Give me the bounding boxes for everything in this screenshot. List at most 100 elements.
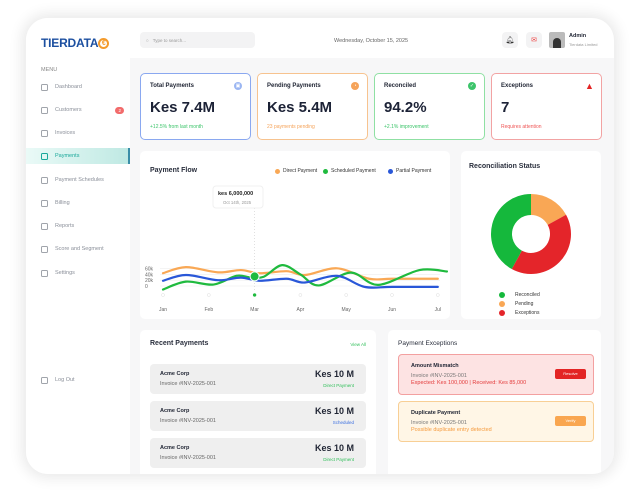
donut-slice-reconciled[interactable] — [491, 194, 531, 270]
sidebar-item-label: Score and Segment — [55, 246, 104, 252]
reports-icon — [41, 222, 48, 230]
sidebar-item-label: Invoices — [55, 130, 76, 136]
reconciliation-donut[interactable] — [461, 151, 601, 319]
messages-button[interactable]: ✉︎ — [526, 32, 542, 48]
logo[interactable]: TIERDATA € — [41, 36, 110, 50]
logout-icon — [41, 376, 48, 384]
exception-item: Amount Mismatch Invoice #INV-2025-001 Ex… — [398, 354, 594, 395]
clock-icon: ◔ — [351, 82, 359, 90]
payment-flow-card: Payment Flow Direct Payment Scheduled Pay… — [140, 151, 450, 319]
customers-badge: 2 — [115, 106, 124, 114]
legend-swatch — [275, 168, 280, 174]
payment-row[interactable]: Acme Corp Invoice #INV-2025-001 Kes 10 M… — [150, 401, 366, 431]
reconciliation-title: Reconciliation Status — [469, 163, 541, 170]
warning-icon: ▲ — [585, 81, 594, 91]
payment-amount: Kes 10 M — [314, 369, 354, 379]
sidebar-item-settings[interactable]: Settings — [26, 265, 130, 281]
sidebar-item-reports[interactable]: Reports — [26, 218, 130, 234]
donut-legend-item: Exceptions — [499, 310, 539, 316]
legend-label: Reconciled — [515, 292, 540, 298]
exception-title: Duplicate Payment — [411, 410, 461, 416]
company-name: Acme Corp — [160, 371, 190, 377]
user-name: Admin — [569, 33, 587, 39]
stat-card-total-payments[interactable]: Total Payments ▣ Kes 7.4M +12.5% from la… — [140, 73, 251, 140]
sidebar-item-dashboard[interactable]: Dashboard — [26, 79, 130, 95]
stat-card-reconciled[interactable]: Reconciled ✓ 94.2% +2.1% improvement — [374, 73, 485, 140]
invoice-number: Invoice #INV-2025-001 — [160, 455, 216, 461]
series-line-scheduled-payment — [161, 264, 449, 291]
payment-type: Scheduled — [332, 420, 354, 425]
recent-payments-title: Recent Payments — [150, 340, 209, 347]
x-tick-label: Apr — [297, 307, 305, 313]
avatar[interactable] — [549, 32, 565, 48]
exceptions-title: Payment Exceptions — [398, 340, 458, 347]
sidebar-item-invoices[interactable]: Invoices — [26, 125, 130, 141]
sidebar-item-label: Settings — [55, 270, 75, 276]
invoice-number: Invoice #INV-2025-001 — [160, 381, 216, 387]
donut-slice-exceptions[interactable] — [511, 214, 571, 274]
search-input[interactable]: ○ Type to search... — [140, 32, 255, 48]
donut-slice-pending[interactable] — [531, 194, 567, 225]
tooltip-date: Oct 14th, 2025 — [223, 200, 252, 205]
notification-button[interactable]: 🔔︎ — [502, 32, 518, 48]
payment-row[interactable]: Acme Corp Invoice #INV-2025-001 Kes 10 M… — [150, 364, 366, 394]
check-icon: ✓ — [468, 82, 476, 90]
logout-label: Log Out — [55, 377, 75, 383]
y-tick-label: 60k — [145, 267, 154, 273]
recent-payments-card: Recent Payments View All Acme Corp Invoi… — [140, 330, 376, 474]
tooltip — [212, 185, 264, 209]
x-point-marker — [252, 293, 257, 297]
invoices-icon — [41, 129, 48, 137]
stat-subtext: 23 payments pending — [267, 124, 315, 130]
exception-title: Amount Mismatch — [411, 363, 459, 369]
logout-button[interactable]: Log Out — [26, 372, 130, 388]
payment-amount: Kes 10 M — [314, 406, 354, 416]
sidebar-item-billing[interactable]: Billing — [26, 195, 130, 211]
sidebar-item-payments[interactable]: Payments — [26, 148, 130, 164]
payment-type: Direct Payment — [323, 457, 354, 462]
legend-label: Pending — [515, 301, 534, 307]
exception-invoice: Invoice #INV-2025-001 — [411, 420, 467, 426]
settings-icon — [41, 269, 48, 277]
stat-card-exceptions[interactable]: Exceptions ▲ 7 Requires attention — [491, 73, 602, 140]
sidebar-item-label: Customers — [55, 107, 82, 113]
verify-button[interactable]: Verify — [555, 416, 586, 426]
user-org: Tierdata Limited — [569, 42, 598, 47]
stat-card-pending-payments[interactable]: Pending Payments ◔ Kes 5.4M 23 payments … — [257, 73, 368, 140]
x-tick-label: Feb — [204, 307, 213, 313]
money-icon: ▣ — [234, 82, 242, 90]
x-point-marker — [161, 293, 165, 297]
legend-label: Scheduled Payment — [331, 168, 376, 174]
legend-swatch — [499, 301, 505, 307]
y-tick-label: 40k — [145, 272, 154, 278]
view-all-link[interactable]: View All — [350, 342, 366, 347]
x-point-marker — [207, 293, 211, 297]
bell-icon: 🔔︎ — [505, 37, 515, 44]
search-placeholder: Type to search... — [152, 37, 186, 43]
search-icon: ○ — [146, 37, 149, 43]
sidebar-item-label: Billing — [55, 200, 70, 206]
payment-row[interactable]: Acme Corp Invoice #INV-2025-001 Kes 10 M… — [150, 438, 366, 468]
legend-swatch — [499, 292, 505, 298]
resolve-button[interactable]: Resolve — [555, 369, 586, 379]
legend-item[interactable]: Direct Payment — [275, 168, 317, 174]
reconciliation-card: Reconciliation Status Reconciled Pending E… — [461, 151, 601, 319]
stat-value: 7 — [501, 99, 510, 116]
sidebar-item-label: Reports — [55, 223, 75, 229]
sidebar-item-score-and-segment[interactable]: Score and Segment — [26, 241, 130, 257]
legend-swatch — [323, 168, 328, 174]
dashboard-icon — [41, 83, 48, 91]
legend-swatch — [499, 310, 505, 316]
sidebar-item-customers[interactable]: Customers 2 — [26, 102, 130, 118]
legend-item[interactable]: Partial Payment — [388, 168, 431, 174]
legend-label: Direct Payment — [283, 168, 318, 174]
customers-icon — [41, 106, 48, 114]
x-point-marker — [344, 293, 348, 297]
legend-label: Exceptions — [515, 310, 540, 316]
sidebar-item-payment-schedules[interactable]: Payment Schedules — [26, 172, 130, 188]
legend-item[interactable]: Scheduled Payment — [323, 168, 376, 174]
x-point-marker — [436, 293, 440, 297]
stat-value: Kes 7.4M — [150, 99, 216, 116]
chart-title: Payment Flow — [150, 167, 198, 174]
